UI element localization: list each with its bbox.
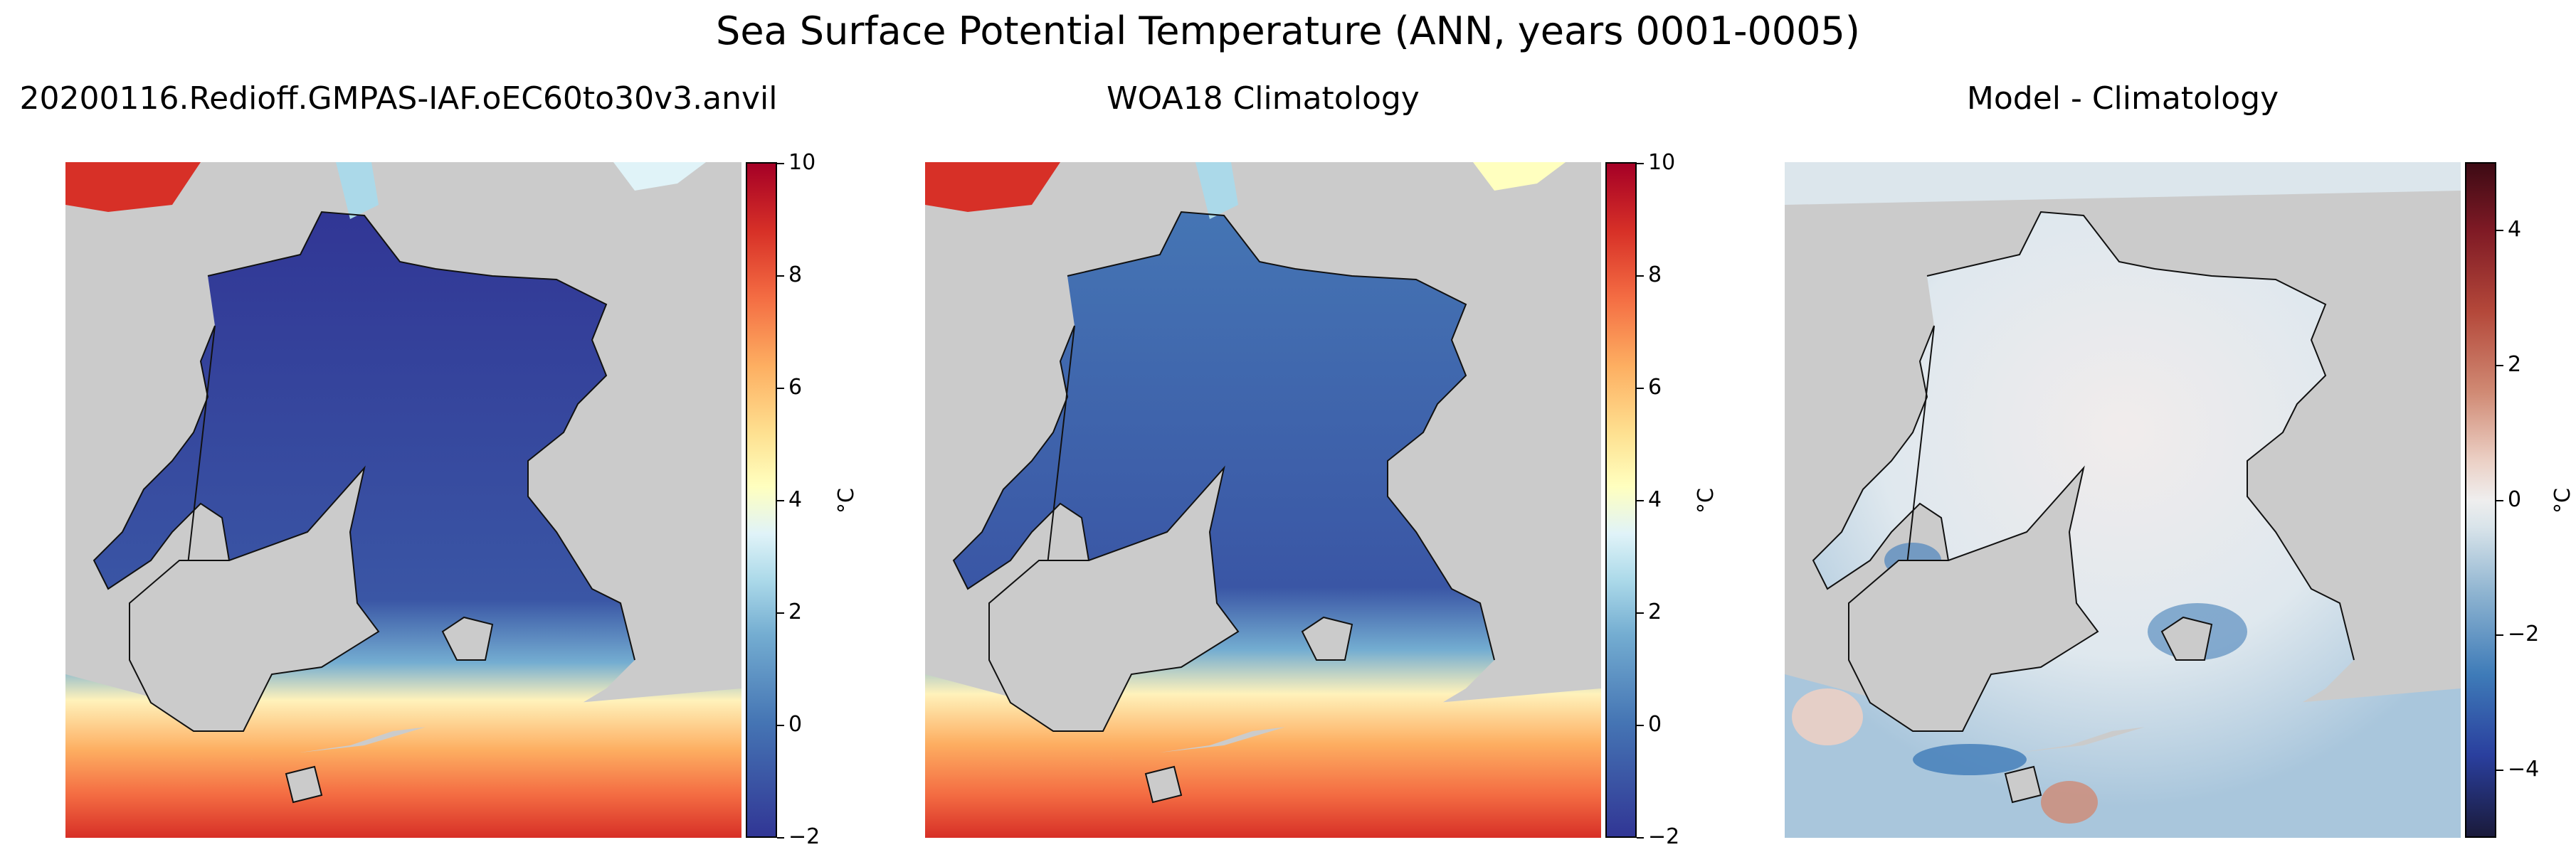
colorbar-model-tick: 2 (788, 600, 803, 624)
figure-title: Sea Surface Potential Temperature (ANN, … (716, 9, 1860, 53)
island-greenland (129, 465, 380, 732)
warm-anomaly (2041, 781, 2098, 824)
north-sea-field (1785, 162, 2461, 205)
colorbar-difference-tickmark (2496, 230, 2503, 231)
warm-corner (925, 162, 1060, 212)
colorbar-climatology-tick: −2 (1648, 824, 1680, 849)
colorbar-difference-tick: 4 (2508, 217, 2522, 242)
colorbar-difference-tickmark (2496, 770, 2503, 771)
colorbar-climatology-tickmark (1637, 500, 1644, 501)
colorbar-climatology-tickmark (1637, 163, 1644, 164)
island-svalbard (441, 616, 494, 661)
ocean-field (1785, 212, 2461, 838)
map-difference-svg (1785, 162, 2461, 838)
island-south (2004, 765, 2042, 804)
colorbar-climatology-tick: 6 (1648, 375, 1662, 400)
map-model-svg (65, 162, 741, 838)
colorbar-model-tick: 0 (788, 712, 803, 737)
colorbar-model-tickmark (777, 388, 784, 389)
colorbar-difference-tickmark (2496, 500, 2503, 501)
warm-corner (65, 162, 201, 212)
colorbar-climatology-tickmark (1637, 275, 1644, 277)
panel-title-model: 20200116.Redioff.GMPAS-IAF.oEC60to30v3.a… (19, 80, 778, 117)
colorbar-model-tick: −2 (788, 824, 820, 849)
colorbar-model-tickmark (777, 725, 784, 726)
colorbar-model-tickmark (777, 837, 784, 839)
colorbar-model-label: °C (834, 488, 859, 514)
ocean-field (925, 212, 1601, 838)
colorbar-model-tickmark (777, 163, 784, 164)
colorbar-climatology-tick: 4 (1648, 487, 1662, 512)
colorbar-climatology-tick: 8 (1648, 262, 1662, 287)
warm-anomaly (1792, 688, 1863, 745)
colorbar-climatology-tickmark (1637, 388, 1644, 389)
colorbar-model-tickmark (777, 612, 784, 614)
colorbar-model-tick: 10 (788, 150, 816, 175)
colorbar-climatology-tickmark (1637, 837, 1644, 839)
colorbar-model-tickmark (777, 500, 784, 501)
north-strip (1195, 162, 1238, 219)
colorbar-climatology-tickmark (1637, 725, 1644, 726)
colorbar-climatology (1605, 162, 1637, 838)
island-greenland (1848, 465, 2099, 732)
colorbar-climatology-label: °C (1694, 488, 1719, 514)
ocean-field (65, 212, 741, 838)
panel-title-climatology: WOA18 Climatology (1107, 80, 1420, 117)
colorbar-model-tickmark (777, 275, 784, 277)
island-south (1144, 765, 1183, 804)
colorbar-difference-tick: 0 (2508, 487, 2522, 512)
map-climatology-svg (925, 162, 1601, 838)
cold-anomaly (1913, 744, 2027, 775)
map-model (65, 162, 741, 838)
colorbar-difference-tick: 2 (2508, 352, 2522, 377)
island-svalbard (1301, 616, 1353, 661)
colorbar-climatology-tick: 0 (1648, 712, 1662, 737)
northeast-strip (1473, 162, 1566, 191)
northeast-strip (613, 162, 706, 191)
panel-title-difference: Model - Climatology (1966, 80, 2279, 117)
colorbar-model (746, 162, 777, 838)
colorbar-model-tick: 6 (788, 375, 803, 400)
colorbar-difference-tickmark (2496, 365, 2503, 366)
colorbar-climatology-tickmark (1637, 612, 1644, 614)
colorbar-difference (2465, 162, 2496, 838)
island-greenland (988, 465, 1240, 732)
colorbar-difference-tickmark (2496, 634, 2503, 636)
north-strip (336, 162, 379, 219)
map-difference (1785, 162, 2461, 838)
colorbar-difference-label: °C (2550, 488, 2575, 514)
island-svalbard (2160, 616, 2213, 661)
colorbar-difference-tick: −2 (2508, 622, 2540, 646)
colorbar-difference-tick: −4 (2508, 757, 2540, 782)
colorbar-model-tick: 4 (788, 487, 803, 512)
colorbar-climatology-tick: 2 (1648, 600, 1662, 624)
colorbar-climatology-tick: 10 (1648, 150, 1676, 175)
map-climatology (925, 162, 1601, 838)
island-south (285, 765, 323, 804)
colorbar-model-tick: 8 (788, 262, 803, 287)
